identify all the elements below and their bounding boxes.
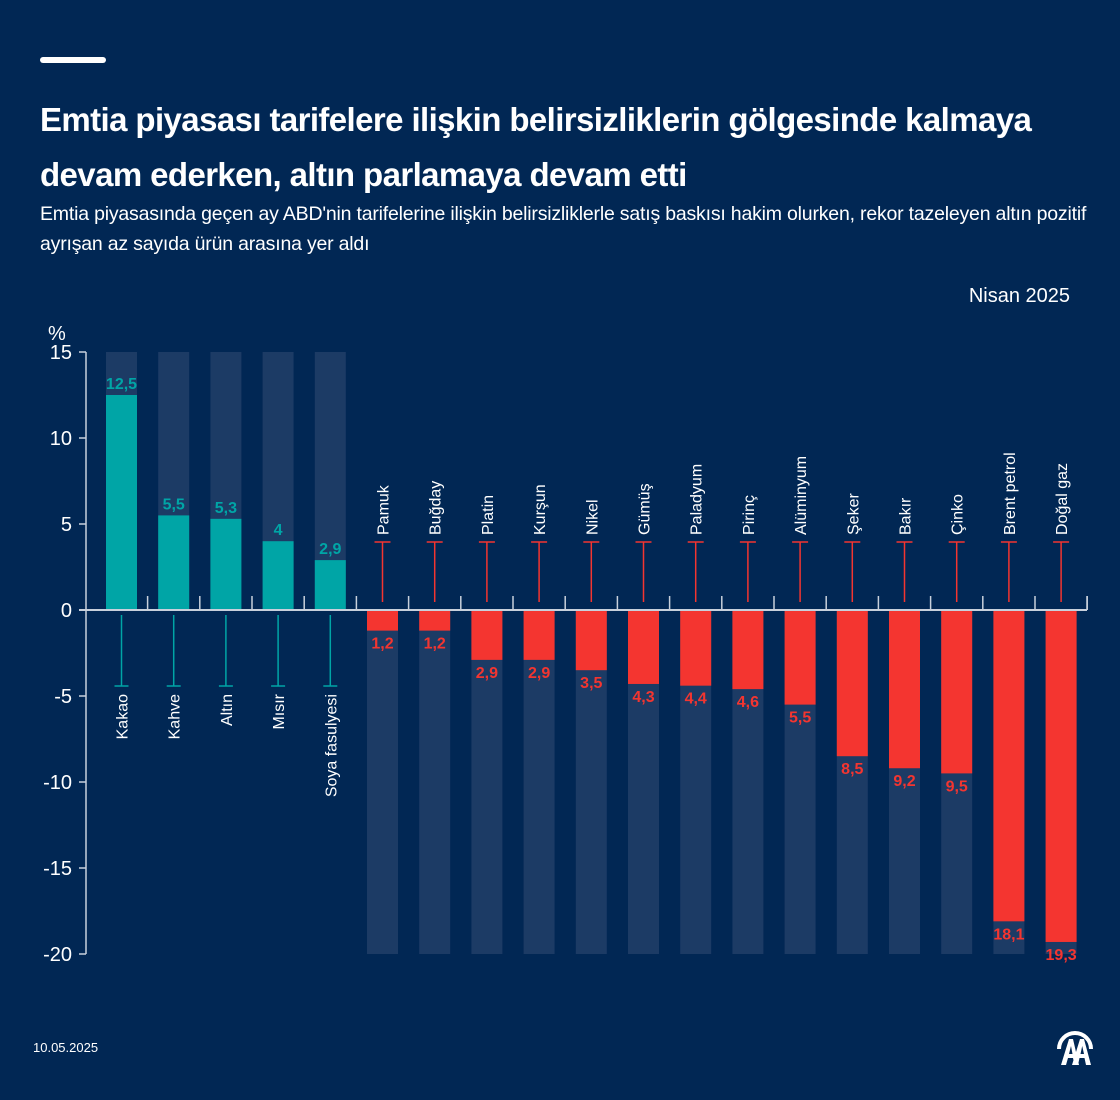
value-label: 19,3: [1046, 947, 1077, 964]
category-label: Pirinç: [741, 495, 758, 535]
category-callouts: Kakao Kahve Altın Mısır Soya fasulyesi Pamuk B…: [114, 452, 1071, 797]
y-tick-label: 10: [50, 428, 72, 450]
value-labels: 12,5 5,5 5,3 4 2,9 1,2 1,2 2,9 2,9 3,5 4,3 4,4 4,6 5,…: [106, 376, 1077, 964]
bar: [523, 610, 555, 660]
period-label: Nisan 2025: [968, 285, 1070, 307]
value-label: 2,9: [476, 665, 498, 682]
category-label: Brent petrol: [1002, 452, 1019, 535]
y-tick-label: -15: [43, 858, 72, 880]
bar-track: [523, 610, 555, 954]
bar: [889, 610, 920, 769]
bars: [106, 395, 1077, 942]
bar: [993, 610, 1025, 922]
bar: [732, 610, 764, 690]
value-label: 1,2: [424, 636, 446, 653]
bar: [314, 560, 346, 610]
value-label: 2,9: [319, 541, 341, 558]
y-tick-label: -5: [54, 686, 72, 708]
category-label: Kurşun: [532, 484, 549, 535]
chart-title: Emtia piyasası tarifelere ilişkin belirs…: [40, 101, 1032, 193]
category-label: Altın: [219, 694, 236, 726]
bar: [158, 515, 190, 610]
y-axis-label: %: [48, 323, 66, 345]
y-tick-label: 15: [50, 342, 72, 364]
value-label: 4,4: [685, 691, 707, 708]
bar: [367, 610, 398, 631]
value-label: 3,5: [580, 675, 602, 692]
category-label: Gümüş: [637, 483, 654, 535]
bar: [680, 610, 712, 686]
bar: [941, 610, 973, 774]
bar: [575, 610, 607, 671]
category-label: Şeker: [845, 493, 862, 535]
category-label: Buğday: [428, 481, 445, 535]
y-tick-label: 0: [61, 600, 72, 622]
category-label: Mısır: [271, 693, 288, 729]
value-label: 5,5: [789, 710, 811, 727]
category-label: Alüminyum: [793, 456, 810, 535]
category-label: Nikel: [584, 499, 601, 535]
bar: [210, 518, 242, 610]
aa-logo-icon: [1057, 1031, 1093, 1065]
value-label: 9,2: [893, 773, 915, 790]
bar: [471, 610, 503, 660]
y-tick-label: -20: [43, 944, 72, 966]
value-label: 12,5: [106, 376, 137, 393]
bar-track: [419, 610, 451, 954]
category-label: Paladyum: [689, 464, 706, 535]
value-label: 5,3: [215, 500, 237, 517]
bar: [262, 541, 294, 610]
value-label: 1,2: [371, 636, 393, 653]
category-label: Kahve: [167, 694, 184, 739]
chart-subtitle: Emtia piyasasında geçen ay ABD'nin tarif…: [40, 203, 1087, 255]
bar-track: [471, 610, 503, 954]
category-label: Kakao: [115, 694, 132, 739]
y-tick-label: -10: [43, 772, 72, 794]
bar: [836, 610, 868, 757]
category-label: Pamuk: [376, 484, 393, 535]
category-label: Bakır: [898, 497, 915, 535]
bar: [106, 395, 137, 610]
value-label: 4,6: [737, 694, 759, 711]
value-label: 8,5: [841, 761, 863, 778]
category-label: Doğal gaz: [1054, 463, 1071, 535]
category-label: Platin: [480, 495, 497, 535]
bar-track: [367, 610, 398, 954]
bar: [784, 610, 816, 705]
bar: [419, 610, 451, 631]
value-label: 2,9: [528, 665, 550, 682]
publish-date: 10.05.2025: [33, 1040, 99, 1055]
value-label: 4,3: [632, 689, 654, 706]
axes: 15 10 5 0 -5 -10 -15 -20: [43, 342, 1088, 966]
accent-bar: [40, 57, 106, 63]
value-label: 5,5: [163, 496, 185, 513]
bar: [628, 610, 659, 684]
value-label: 9,5: [946, 778, 968, 795]
value-label: 18,1: [993, 926, 1024, 943]
value-label: 4: [274, 522, 283, 539]
category-label: Çinko: [950, 494, 967, 535]
category-label: Soya fasulyesi: [323, 694, 340, 797]
bar: [1045, 610, 1077, 942]
y-tick-label: 5: [61, 514, 72, 536]
